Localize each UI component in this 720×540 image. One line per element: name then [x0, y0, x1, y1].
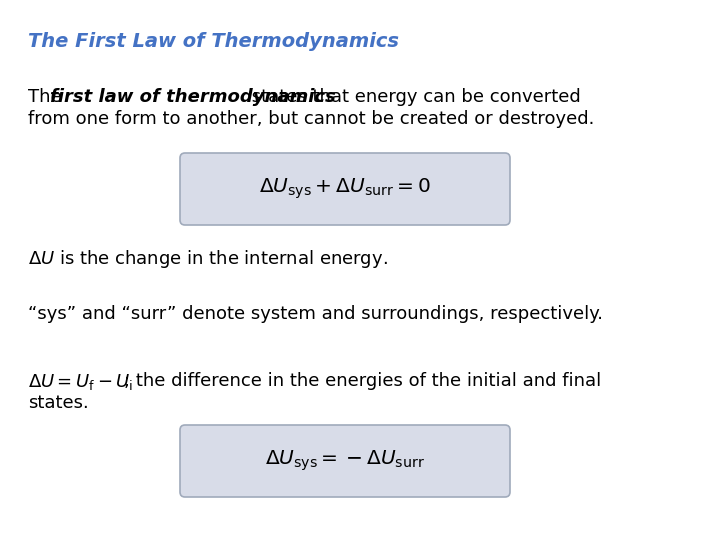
Text: $\Delta U_{\rm sys} = -\Delta U_{\rm surr}$: $\Delta U_{\rm sys} = -\Delta U_{\rm sur… — [265, 449, 425, 473]
Text: states.: states. — [28, 394, 89, 412]
Text: $\Delta U_{\rm sys} + \Delta U_{\rm surr} = 0$: $\Delta U_{\rm sys} + \Delta U_{\rm surr… — [259, 177, 431, 201]
FancyBboxPatch shape — [180, 425, 510, 497]
FancyBboxPatch shape — [180, 153, 510, 225]
Text: The: The — [28, 88, 68, 106]
Text: ; the difference in the energies of the initial and final: ; the difference in the energies of the … — [124, 372, 601, 390]
Text: The First Law of Thermodynamics: The First Law of Thermodynamics — [28, 32, 399, 51]
Text: from one form to another, but cannot be created or destroyed.: from one form to another, but cannot be … — [28, 110, 595, 128]
Text: $\Delta U = U_{\rm f} - U_{\rm i}$: $\Delta U = U_{\rm f} - U_{\rm i}$ — [28, 372, 133, 392]
Text: states that energy can be converted: states that energy can be converted — [246, 88, 581, 106]
Text: $\Delta U$ is the change in the internal energy.: $\Delta U$ is the change in the internal… — [28, 248, 388, 270]
Text: first law of thermodynamics: first law of thermodynamics — [50, 88, 336, 106]
Text: “sys” and “surr” denote system and surroundings, respectively.: “sys” and “surr” denote system and surro… — [28, 305, 603, 323]
